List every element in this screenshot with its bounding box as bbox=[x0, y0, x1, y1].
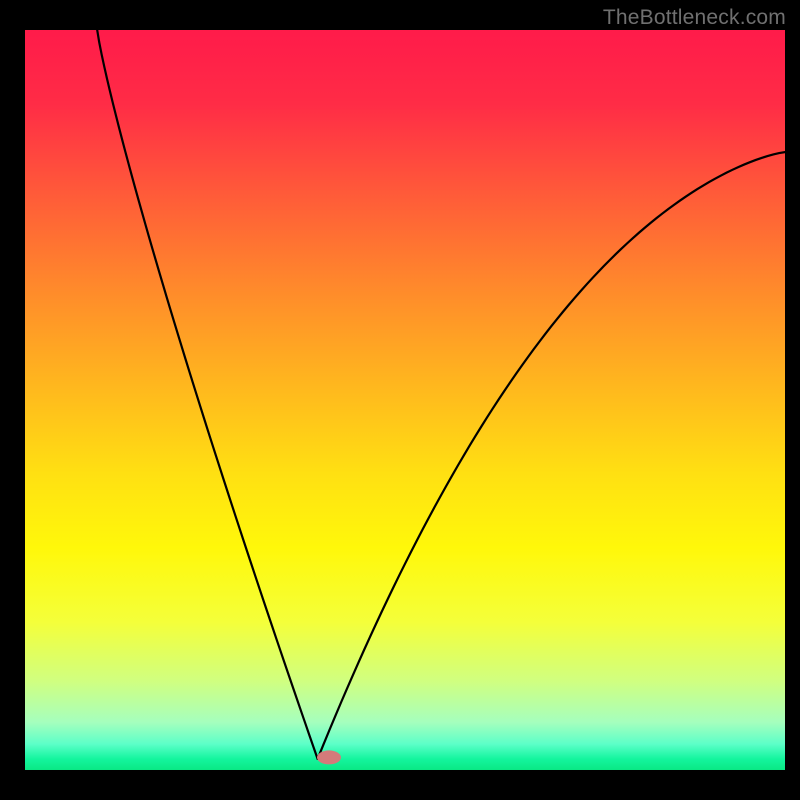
plot-area bbox=[25, 30, 785, 770]
bottleneck-chart bbox=[25, 30, 785, 770]
optimal-point-marker bbox=[317, 750, 341, 764]
gradient-background bbox=[25, 30, 785, 770]
chart-frame: TheBottleneck.com bbox=[0, 0, 800, 800]
watermark-text: TheBottleneck.com bbox=[603, 6, 786, 30]
